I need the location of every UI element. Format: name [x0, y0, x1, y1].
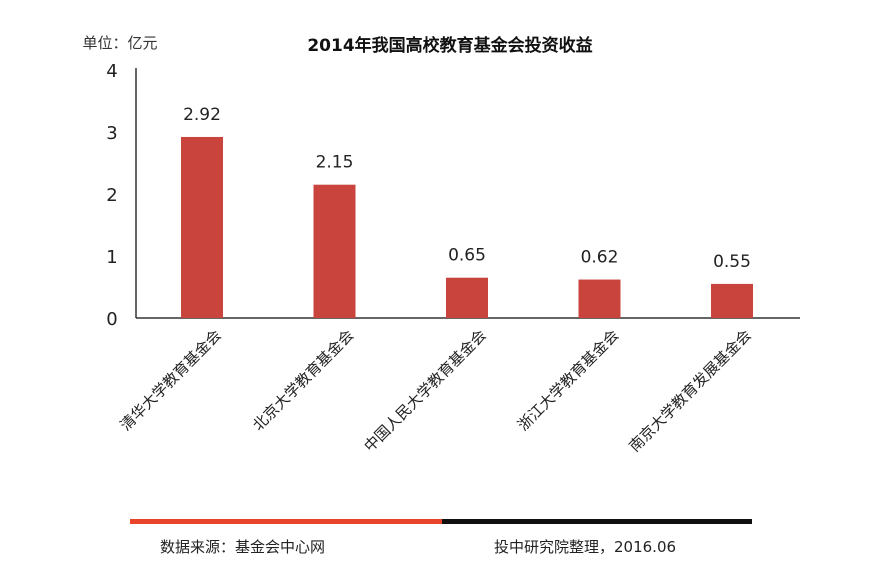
bar	[313, 184, 356, 318]
y-tick-label: 0	[106, 309, 117, 330]
credit-note: 投中研究院整理，2016.06	[494, 538, 677, 556]
data-label: 0.65	[448, 246, 486, 266]
y-tick-label: 3	[106, 123, 117, 144]
bar-chart: 单位：亿元 2014年我国高校教育基金会投资收益 0 1 2 3 4 2.92 清华大学教育…	[82, 34, 800, 456]
footer-dark-line	[442, 519, 752, 524]
footer-accent-line	[130, 519, 442, 524]
y-tick-label: 4	[106, 61, 117, 82]
x-tick-label: 北京大学教育基金会	[249, 326, 357, 434]
unit-label: 单位：亿元	[82, 34, 157, 52]
chart-title: 2014年我国高校教育基金会投资收益	[307, 35, 592, 56]
bar	[578, 279, 621, 318]
bar	[181, 136, 223, 318]
y-tick-label: 2	[106, 185, 117, 206]
x-tick-label: 清华大学教育基金会	[117, 326, 225, 434]
bar	[446, 277, 488, 318]
x-tick-label: 中国人民大学教育基金会	[360, 326, 489, 455]
data-label: 2.15	[316, 153, 354, 173]
data-label: 0.62	[581, 248, 619, 268]
x-tick-label: 浙江大学教育基金会	[514, 326, 622, 434]
bar	[711, 283, 753, 318]
x-tick-label: 南京大学教育发展基金会	[625, 326, 754, 455]
data-label: 0.55	[713, 252, 751, 272]
data-label: 2.92	[183, 105, 221, 125]
y-tick-label: 1	[106, 247, 117, 268]
source-note: 数据来源：基金会中心网	[160, 538, 326, 556]
